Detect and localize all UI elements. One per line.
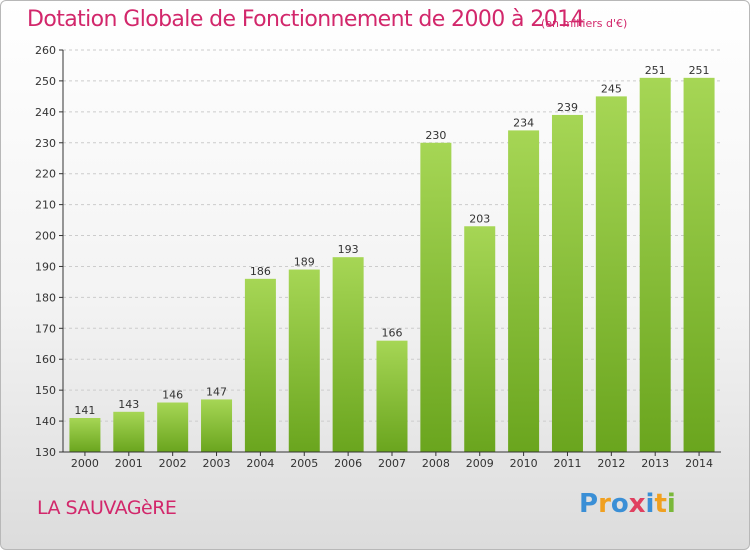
x-tick-label: 2012 [597,457,625,470]
x-tick-label: 2008 [422,457,450,470]
data-label: 186 [250,265,271,278]
x-tick-label: 2010 [510,457,538,470]
chart-title: Dotation Globale de Fonctionnement de 20… [27,7,585,32]
bar [157,402,189,452]
data-label: 146 [162,389,183,402]
bar [376,340,408,452]
x-tick-label: 2005 [290,457,318,470]
y-tick-label: 200 [35,230,56,243]
bar [551,114,583,452]
bars [69,77,715,452]
y-tick-label: 260 [35,44,56,57]
data-label: 234 [513,116,534,129]
y-tick-label: 130 [35,446,56,459]
x-tick-label: 2006 [334,457,362,470]
y-tick-label: 210 [35,199,56,212]
data-label: 203 [469,212,490,225]
bar [332,257,364,452]
data-labels: 141 143 146 147 186 189 193 166 230 203 234 239 245 2… [74,64,709,417]
bar [69,417,101,452]
proxiti-logo: Proxiti [579,489,676,519]
bar [683,77,715,452]
bar [244,278,276,452]
data-label: 251 [689,64,710,77]
y-tick-label: 250 [35,75,56,88]
data-label: 230 [425,129,446,142]
bar [420,142,452,452]
bar [464,226,496,452]
data-label: 189 [294,256,315,269]
x-tick-label: 2001 [115,457,143,470]
y-tick-label: 190 [35,260,56,273]
x-tick-label: 2004 [246,457,274,470]
y-tick-label: 150 [35,384,56,397]
logo-letter: P [579,489,599,519]
y-tick-label: 220 [35,168,56,181]
logo-letter: o [610,489,629,519]
y-tick-label: 170 [35,322,56,335]
logo-letter: r [598,489,611,519]
bar [113,411,145,452]
bar [288,269,320,452]
y-tick-label: 140 [35,415,56,428]
data-label: 245 [601,82,622,95]
x-tick-label: 2009 [466,457,494,470]
x-tick-label: 2013 [641,457,669,470]
x-tick-label: 2000 [71,457,99,470]
data-label: 143 [118,398,139,411]
data-label: 251 [645,64,666,77]
data-label: 239 [557,101,578,114]
y-tick-label: 240 [35,106,56,119]
bar [595,96,627,452]
logo-letter: i [645,489,655,519]
logo-letter: i [666,489,676,519]
chart-unit: (en milliers d'€) [541,17,628,30]
bar [508,130,540,452]
commune-name: LA SAUVAGèRE [37,497,177,519]
axes: 130 140 150 160 170 180 190 200 210 220 230 240 250 2… [35,44,721,470]
x-tick-label: 2011 [553,457,581,470]
logo-letter: x [628,489,646,519]
y-tick-label: 230 [35,137,56,150]
data-label: 141 [74,404,95,417]
data-label: 193 [338,243,359,256]
x-tick-label: 2003 [203,457,231,470]
logo-letter: t [654,489,667,519]
y-tick-label: 160 [35,353,56,366]
x-tick-label: 2014 [685,457,713,470]
x-tick-label: 2002 [159,457,187,470]
data-label: 147 [206,385,227,398]
data-label: 166 [382,327,403,340]
x-tick-label: 2007 [378,457,406,470]
y-tick-label: 180 [35,291,56,304]
bar [639,77,671,452]
bar [201,399,233,452]
